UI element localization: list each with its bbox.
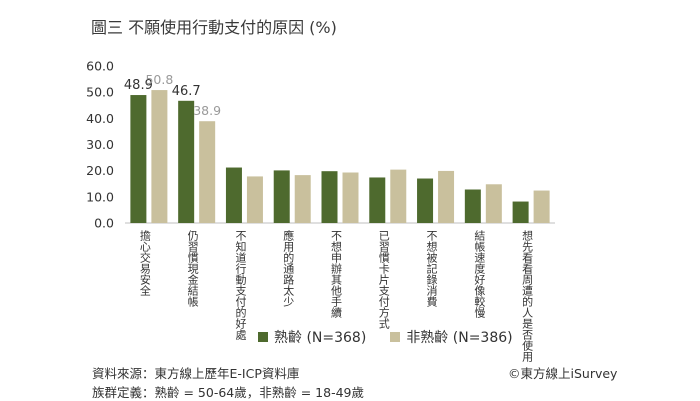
- bar-series1: [225, 167, 242, 223]
- copyright-credit: ©東方線上iSurvey: [508, 366, 618, 381]
- chart-title: 圖三 不願使用行動支付的原因 (%): [91, 18, 337, 37]
- category-label: 不想被記錄消費: [425, 230, 438, 307]
- y-tick-label: 10.0: [86, 189, 114, 204]
- y-tick-label: 30.0: [86, 137, 114, 152]
- category-label: 仍習慣現金結帳: [186, 230, 199, 308]
- y-tick-label: 60.0: [86, 59, 114, 74]
- legend-item-series2: 非熟齡 (N=386): [390, 327, 513, 347]
- data-label: 50.8: [145, 72, 173, 87]
- data-label: 48.9: [124, 78, 153, 93]
- group-definition-note: 族群定義：熟齡 = 50-64歲，非熟齡 = 18-49歲: [92, 385, 364, 400]
- category-label: 想先看看周遭的人是否使用: [521, 229, 534, 363]
- bar-series2: [438, 170, 455, 223]
- bar-series2: [246, 176, 263, 223]
- category-label: 不知道行動支付的好處: [234, 230, 247, 341]
- legend-item-series1: 熟齡 (N=368): [258, 327, 366, 347]
- category-label: 應用的通路太少: [282, 229, 295, 307]
- bar-series1: [130, 95, 147, 223]
- bar-series2: [151, 90, 168, 223]
- bar-series1: [417, 178, 434, 223]
- category-label: 已習慣卡片支付方式: [377, 230, 390, 329]
- bar-series2: [485, 184, 502, 223]
- legend-swatch-series1: [258, 332, 268, 342]
- legend-label-series1: 熟齡 (N=368): [274, 330, 367, 346]
- category-label: 擔心交易安全: [138, 229, 151, 296]
- bar-series2: [390, 169, 407, 223]
- bar-series2: [342, 172, 359, 223]
- bar-series1: [464, 189, 481, 223]
- bar-series2: [199, 121, 216, 223]
- y-tick-label: 20.0: [86, 163, 114, 178]
- bar-series2: [533, 190, 550, 223]
- legend-swatch-series2: [390, 332, 401, 342]
- y-tick-label: 50.0: [86, 85, 114, 100]
- bar-series1: [512, 201, 529, 223]
- legend: 熟齡 (N=368) 非熟齡 (N=386): [258, 327, 513, 347]
- data-label: 38.9: [193, 103, 221, 118]
- bar-series1: [273, 170, 290, 223]
- data-source-note: 資料來源：東方線上歷年E-ICP資料庫: [92, 366, 300, 381]
- bar-series1: [178, 100, 195, 223]
- bar-series2: [294, 175, 311, 223]
- category-label: 不想申辦其他手續: [330, 230, 343, 319]
- y-tick-label: 0.0: [94, 216, 114, 231]
- bar-series1: [369, 177, 386, 223]
- data-label: 46.7: [172, 84, 201, 99]
- y-tick-label: 40.0: [86, 111, 114, 126]
- category-label: 結帳速度好像較慢: [473, 229, 486, 319]
- legend-label-series2: 非熟齡 (N=386): [406, 330, 513, 346]
- bar-series1: [321, 171, 338, 223]
